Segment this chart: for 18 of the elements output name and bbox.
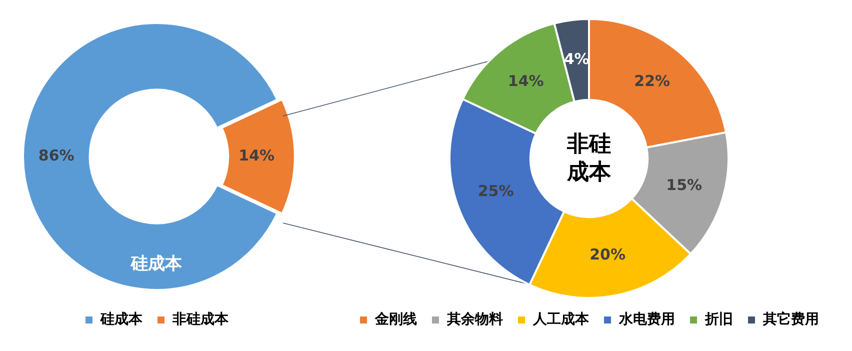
data-label: 20%	[590, 246, 626, 264]
slice-label: 硅成本	[130, 254, 183, 274]
legend-label: 其余物料	[446, 312, 503, 328]
legend-label: 水电费用	[618, 312, 675, 328]
text: 非硅成本	[566, 132, 612, 186]
data-label: 4%	[564, 50, 590, 68]
legend-label: 非硅成本	[172, 312, 230, 328]
data-label: 14%	[508, 72, 544, 90]
data-label: 14%	[238, 146, 275, 164]
legend-label: 硅成本	[100, 312, 144, 328]
legend-label: 折旧	[704, 312, 733, 328]
data-label: 22%	[634, 72, 670, 90]
legend-label: 人工成本	[532, 312, 590, 328]
data-label: 15%	[666, 176, 702, 194]
legend-label: 金刚线	[374, 312, 417, 328]
data-label: 86%	[38, 146, 74, 164]
legend-label: 其它费用	[762, 310, 819, 328]
data-label: 25%	[478, 182, 514, 200]
